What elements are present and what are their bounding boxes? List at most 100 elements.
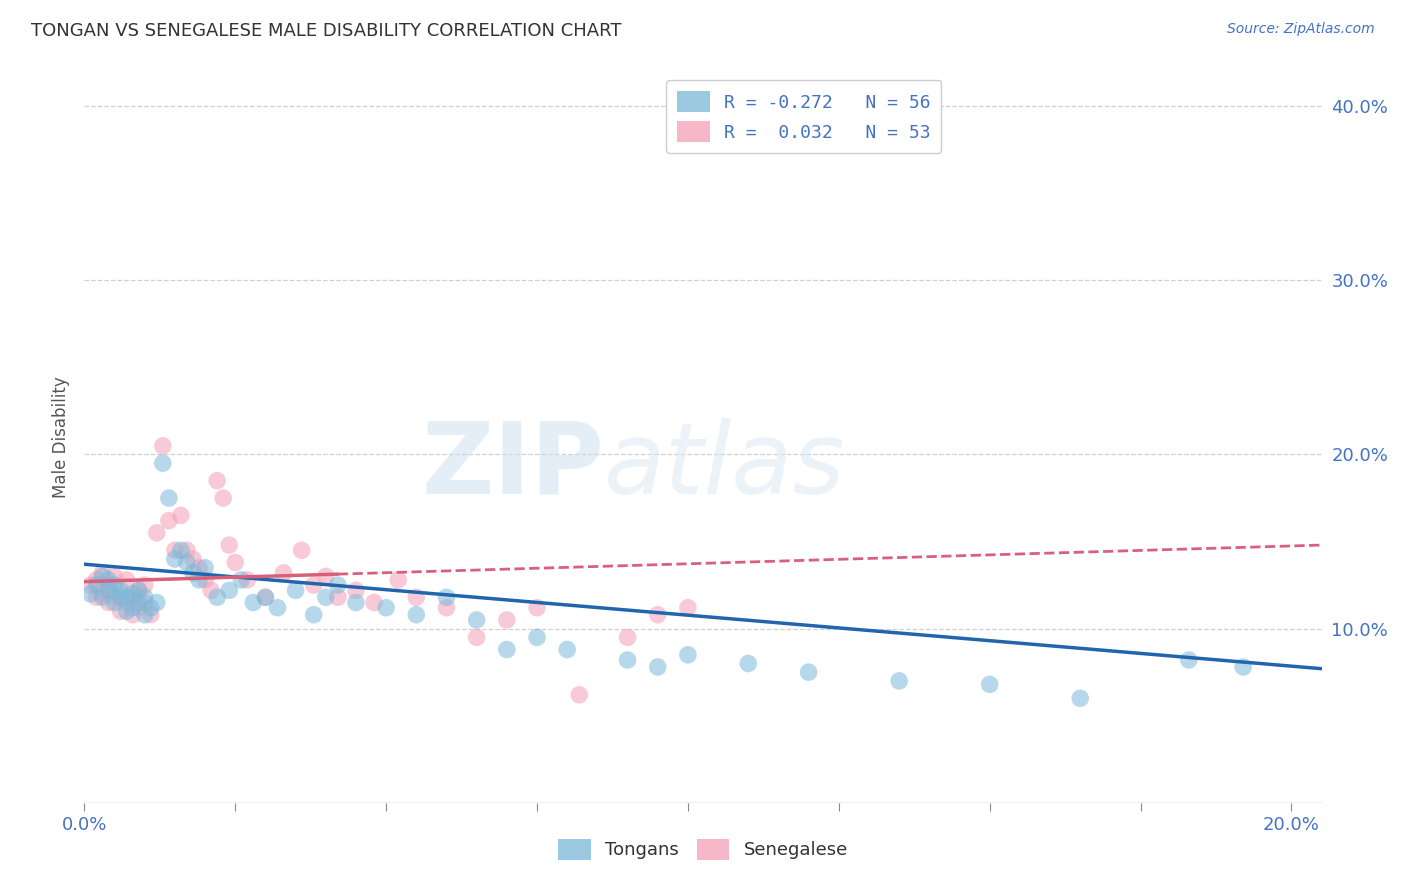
Point (302, 578, 325, 592)
Point (176, 543, 198, 558)
Point (1178, 653, 1201, 667)
Point (146, 525, 169, 540)
Point (526, 600, 548, 615)
Point (254, 591, 277, 605)
Point (103, 591, 125, 605)
Point (737, 657, 759, 671)
Point (163, 552, 186, 566)
Point (115, 595, 138, 609)
Point (157, 491, 180, 505)
Point (465, 613, 488, 627)
Point (181, 566, 204, 580)
Point (139, 607, 162, 622)
Point (236, 573, 259, 587)
Point (676, 648, 699, 662)
Point (315, 569, 337, 583)
Point (436, 600, 458, 615)
Point (676, 600, 699, 615)
Point (326, 591, 349, 605)
Point (170, 543, 193, 558)
Point (616, 631, 638, 645)
Point (436, 591, 458, 605)
Text: atlas: atlas (605, 417, 845, 515)
Point (200, 583, 222, 598)
Point (647, 660, 669, 674)
Point (387, 573, 409, 587)
Point (103, 569, 125, 583)
Point (194, 560, 217, 574)
Point (121, 587, 143, 601)
Point (375, 600, 398, 615)
Point (115, 591, 138, 605)
Point (91, 566, 114, 580)
Point (110, 591, 132, 605)
Point (97, 573, 120, 587)
Point (103, 595, 125, 609)
Point (121, 607, 143, 622)
Point (91, 587, 114, 601)
Text: Source: ZipAtlas.com: Source: ZipAtlas.com (1227, 22, 1375, 37)
Point (405, 607, 427, 622)
Point (79, 578, 101, 592)
Point (1232, 660, 1254, 674)
Point (86, 573, 108, 587)
Point (1069, 691, 1091, 706)
Point (110, 587, 132, 601)
Point (218, 538, 240, 552)
Point (103, 578, 125, 592)
Point (188, 560, 211, 574)
Point (344, 583, 367, 598)
Point (152, 456, 174, 470)
Point (568, 688, 591, 702)
Point (86, 591, 108, 605)
Point (205, 474, 228, 488)
Point (163, 543, 186, 558)
Point (97, 595, 120, 609)
Point (647, 607, 669, 622)
Point (188, 573, 211, 587)
Point (128, 600, 150, 615)
Point (218, 583, 240, 598)
Point (79, 587, 101, 601)
Point (86, 578, 108, 592)
Point (121, 591, 143, 605)
Point (495, 613, 517, 627)
Point (110, 604, 132, 618)
Point (170, 508, 193, 523)
Point (212, 491, 235, 505)
Legend: Tongans, Senegalese: Tongans, Senegalese (551, 831, 855, 867)
Point (266, 600, 288, 615)
Point (315, 591, 337, 605)
Point (121, 600, 143, 615)
Point (128, 595, 150, 609)
Point (205, 591, 228, 605)
Point (97, 583, 120, 598)
Point (344, 595, 367, 609)
Point (128, 583, 150, 598)
Point (555, 642, 578, 657)
Point (134, 591, 156, 605)
Point (146, 595, 169, 609)
Point (284, 583, 307, 598)
Point (616, 653, 638, 667)
Point (134, 607, 156, 622)
Text: ZIP: ZIP (422, 417, 605, 515)
Point (97, 578, 120, 592)
Point (231, 573, 253, 587)
Point (152, 439, 174, 453)
Point (110, 583, 132, 598)
Point (181, 552, 204, 566)
Point (115, 604, 138, 618)
Point (242, 595, 264, 609)
Point (128, 583, 150, 598)
Point (526, 631, 548, 645)
Point (495, 642, 517, 657)
Point (91, 591, 114, 605)
Point (291, 543, 314, 558)
Point (254, 591, 277, 605)
Point (273, 566, 295, 580)
Text: TONGAN VS SENEGALESE MALE DISABILITY CORRELATION CHART: TONGAN VS SENEGALESE MALE DISABILITY COR… (31, 22, 621, 40)
Point (465, 631, 488, 645)
Point (889, 673, 911, 688)
Point (363, 595, 385, 609)
